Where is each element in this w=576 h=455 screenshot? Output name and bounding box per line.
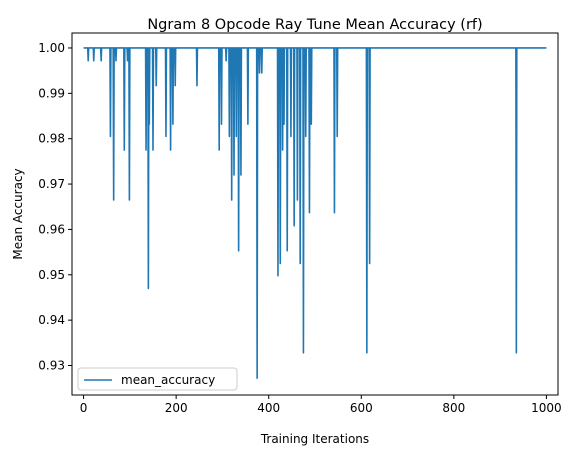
- x-tick-label: 1000: [531, 401, 562, 415]
- y-tick-label: 0.97: [38, 177, 65, 191]
- legend: mean_accuracy: [77, 367, 238, 391]
- y-tick-label: 0.94: [38, 313, 65, 327]
- y-tick-label: 0.96: [38, 222, 65, 236]
- x-tick-label: 200: [165, 401, 188, 415]
- y-tick-label: 1.00: [38, 41, 65, 55]
- series-line-mean-accuracy: [83, 47, 547, 380]
- axes-frame: [71, 32, 559, 396]
- x-tick-label: 800: [442, 401, 465, 415]
- plot-area: [83, 47, 547, 380]
- y-tick-label: 0.99: [38, 86, 65, 100]
- x-axis: 0 200 400 600 800 1000: [80, 395, 562, 415]
- x-axis-label: Training Iterations: [260, 432, 369, 446]
- y-axis-label: Mean Accuracy: [11, 168, 25, 259]
- y-tick-label: 0.95: [38, 268, 65, 282]
- x-tick-label: 0: [80, 401, 88, 415]
- legend-box: [77, 367, 238, 391]
- y-tick-label: 0.93: [38, 359, 65, 373]
- legend-label: mean_accuracy: [121, 373, 215, 387]
- chart-title: Ngram 8 Opcode Ray Tune Mean Accuracy (r…: [147, 17, 482, 33]
- y-tick-label: 0.98: [38, 132, 65, 146]
- y-axis: 0.93 0.94 0.95 0.96 0.97 0.98 0.99 1.00: [38, 41, 72, 373]
- x-tick-label: 600: [350, 401, 373, 415]
- x-tick-label: 400: [257, 401, 280, 415]
